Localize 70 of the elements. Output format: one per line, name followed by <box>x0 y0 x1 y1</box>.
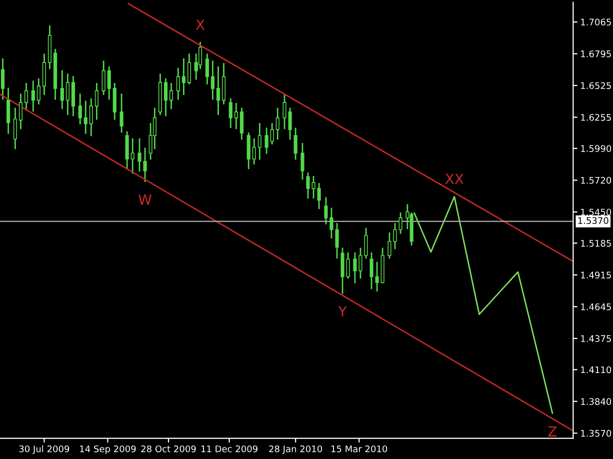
candlestick <box>228 98 232 128</box>
candlestick <box>0 58 5 100</box>
y-tick-label: 1.5720 <box>581 176 612 184</box>
x-tick-label: 28 Jan 2010 <box>269 445 322 454</box>
candlestick <box>60 70 64 110</box>
candlestick <box>24 83 28 110</box>
candlestick <box>294 128 298 160</box>
candlestick <box>71 76 75 116</box>
candlestick <box>107 66 111 100</box>
candlestick <box>216 66 220 116</box>
candlestick <box>210 60 214 100</box>
candlestick <box>78 94 82 124</box>
candlestick <box>31 80 35 112</box>
candlestick <box>94 83 98 120</box>
annotation: Y <box>338 306 347 316</box>
annotation: XX <box>445 174 464 184</box>
y-tick-label: 1.5990 <box>581 145 612 152</box>
x-tick-label: 30 Jul 2009 <box>19 445 70 454</box>
ref-line-label: 1.5370 <box>578 217 608 224</box>
candlestick <box>112 83 116 120</box>
candlestick <box>18 94 23 130</box>
candlestick <box>258 123 262 160</box>
x-tick-label: 28 Oct 2009 <box>141 445 196 452</box>
x-tick-label: 15 Mar 2010 <box>331 445 388 452</box>
candlestick <box>276 108 280 140</box>
candlestick <box>182 58 186 95</box>
y-tick-label: 1.4110 <box>581 366 612 374</box>
y-tick-label: 1.4375 <box>581 335 611 342</box>
candlestick <box>234 103 238 130</box>
candlestick <box>164 78 168 116</box>
candlestick <box>89 98 93 136</box>
candlestick <box>222 63 226 104</box>
annotation: X <box>196 20 205 30</box>
y-tick-label: 1.5185 <box>581 240 611 247</box>
candlestick <box>300 143 304 180</box>
candlestick <box>13 108 17 150</box>
candlestick <box>36 78 40 104</box>
candlestick <box>84 100 88 134</box>
candlestick <box>130 138 134 174</box>
y-tick-label: 1.5450 <box>581 208 612 216</box>
y-tick-label: 1.3570 <box>581 430 612 437</box>
candlestick <box>264 128 268 154</box>
y-tick-label: 1.6255 <box>581 114 611 121</box>
y-tick-label: 1.7065 <box>581 18 611 26</box>
candlestick <box>270 123 274 144</box>
candlestick <box>252 138 256 164</box>
candlestick <box>152 108 156 150</box>
y-tick-label: 1.3840 <box>581 398 612 405</box>
annotation: Z <box>548 426 557 436</box>
candlestick <box>120 94 124 133</box>
annotation: W <box>138 194 152 205</box>
candlestick <box>324 197 328 224</box>
y-tick-label: 1.6795 <box>581 50 611 58</box>
candlestick <box>176 68 180 100</box>
candlestick <box>205 54 209 84</box>
candlestick <box>240 108 244 140</box>
x-tick-label: 14 Sep 2009 <box>80 445 136 454</box>
y-tick-label: 1.6525 <box>581 82 611 90</box>
x-tick-label: 11 Dec 2009 <box>201 445 258 452</box>
candlestick <box>125 131 129 170</box>
candlestick <box>169 83 174 110</box>
candlestick <box>102 60 106 95</box>
candlestick <box>187 54 192 84</box>
candlestick <box>246 132 250 170</box>
candlestick <box>353 252 357 284</box>
y-tick-label: 1.4915 <box>581 272 611 278</box>
candlestick <box>6 88 10 134</box>
candlestick <box>42 54 46 95</box>
candlestick <box>66 74 70 116</box>
y-tick-label: 1.4645 <box>581 303 611 310</box>
